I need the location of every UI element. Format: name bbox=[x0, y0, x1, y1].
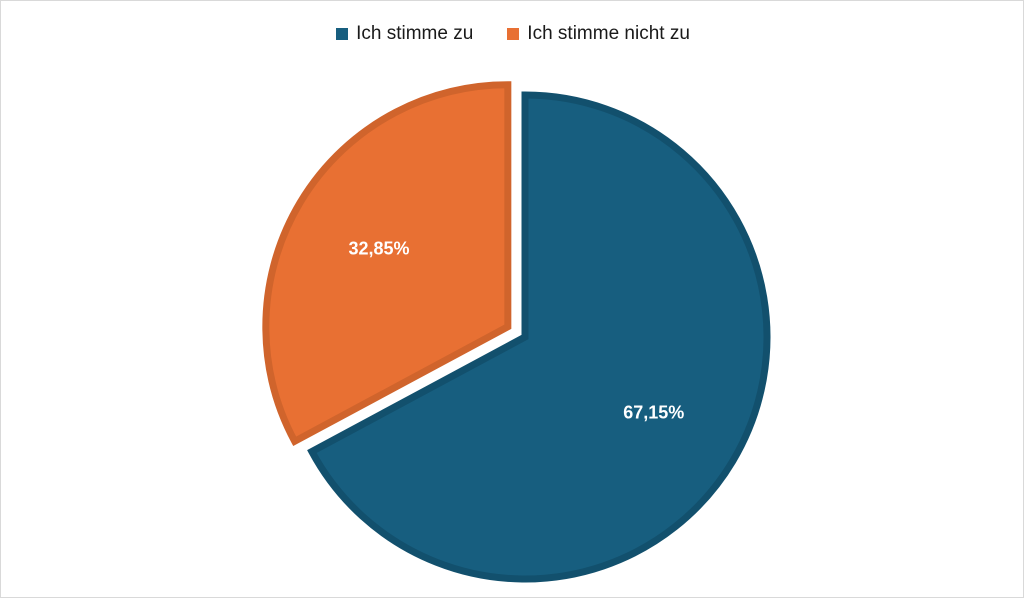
legend-swatch-agree bbox=[336, 28, 349, 40]
chart-legend: Ich stimme zu Ich stimme nicht zu bbox=[1, 23, 1024, 45]
pie-slice-agree bbox=[307, 91, 771, 583]
legend-label-disagree: Ich stimme nicht zu bbox=[527, 23, 690, 44]
legend-swatch-disagree bbox=[507, 28, 520, 40]
legend-item-agree: Ich stimme zu bbox=[336, 23, 473, 45]
pie-slice-disagree bbox=[262, 81, 512, 447]
legend-item-disagree: Ich stimme nicht zu bbox=[507, 23, 690, 45]
legend-label-agree: Ich stimme zu bbox=[356, 23, 474, 44]
data-label-disagree: 32,85% bbox=[349, 239, 410, 259]
data-label-agree: 67,15% bbox=[623, 403, 684, 423]
